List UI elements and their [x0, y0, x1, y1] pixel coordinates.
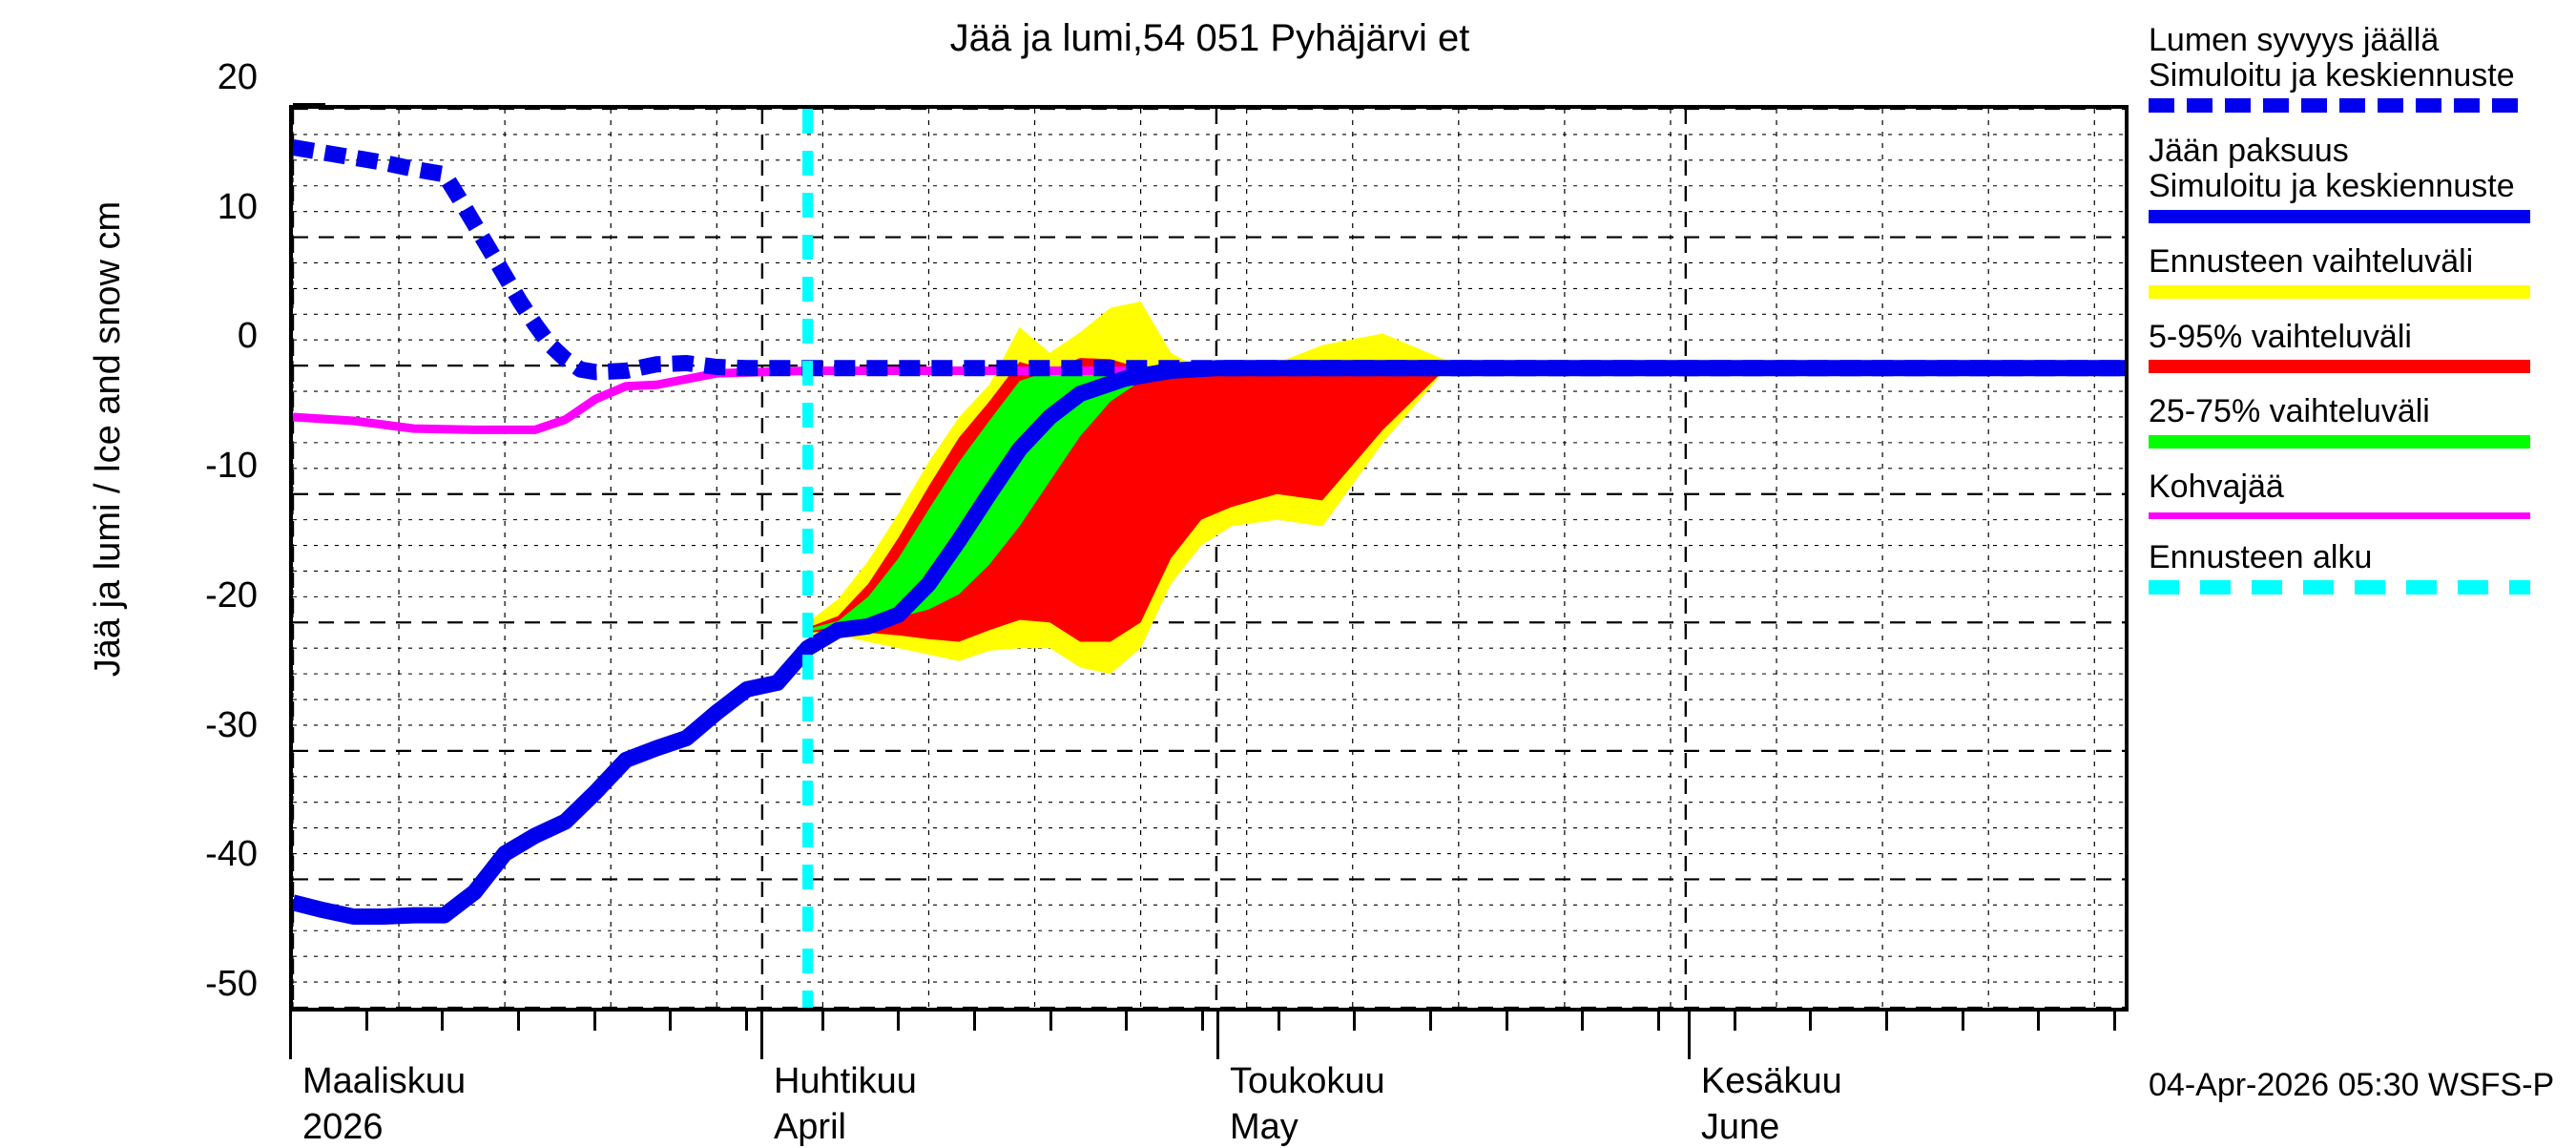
x-axis-tick-minor: [1885, 1012, 1889, 1031]
x-axis-tick-minor: [364, 1012, 368, 1031]
legend-entry-title: 25-75% vaihteluväli: [2149, 393, 2430, 430]
x-axis-tick-major: [289, 1012, 292, 1059]
legend-entry[interactable]: Kohvajää: [2149, 470, 2576, 519]
x-axis-tick-minor: [441, 1012, 445, 1031]
chart-svg: [293, 109, 2125, 1008]
y-axis-tick-label: 0: [237, 316, 258, 357]
x-axis-tick-minor: [745, 1012, 749, 1031]
legend-swatch-thin-magenta: [2149, 511, 2530, 519]
x-axis-tick-major: [1687, 1012, 1691, 1059]
x-axis-tick-label-fi: Kesäkuu: [1700, 1061, 1842, 1101]
x-axis-tick-major: [759, 1012, 763, 1059]
plot-canvas: [293, 109, 2125, 1008]
x-axis-tick-label-en: May: [1229, 1107, 1298, 1147]
y-axis-tick-label: -50: [205, 964, 258, 1004]
legend-entry[interactable]: 25-75% vaihteluväli: [2149, 394, 2576, 449]
x-axis-tick-label-fi: Toukokuu: [1229, 1061, 1385, 1101]
x-axis-tick-minor: [669, 1012, 673, 1031]
series-ice-thickness: [293, 360, 2125, 925]
series-snow-depth: [293, 139, 2125, 381]
plot-area: [289, 105, 2129, 1012]
x-axis-tick-minor: [1353, 1012, 1357, 1031]
legend-entry[interactable]: Jään paksuus Simuloitu ja keskiennuste: [2149, 133, 2576, 223]
legend-swatch-solid-blue: [2149, 209, 2530, 223]
x-axis-tick-minor: [1277, 1012, 1280, 1031]
y-axis-tick-label: 20: [217, 57, 258, 97]
x-axis-tick-minor: [592, 1012, 596, 1031]
legend-entry-title: Kohvajää: [2149, 469, 2284, 506]
legend-entry-title: Ennusteen alku: [2149, 538, 2373, 575]
band-00ff00: [807, 367, 1216, 632]
x-axis-tick-minor: [897, 1012, 901, 1031]
x-axis-tick-minor: [1581, 1012, 1585, 1031]
y-axis-tick-label: 10: [217, 186, 258, 227]
y-axis-tick-label: -30: [205, 704, 258, 745]
legend-entry-title: 5-95% vaihteluväli: [2149, 318, 2412, 355]
y-axis-tick-label: -40: [205, 834, 258, 875]
legend: Lumen syvyys jäällä Simuloitu ja keskienn…: [2149, 23, 2576, 616]
legend-swatch-dashed-cyan: [2149, 580, 2530, 595]
x-axis-tick-label-en: April: [773, 1107, 846, 1147]
page-title: Jää ja lumi,54 051 Pyhäjärvi et: [949, 17, 1470, 59]
x-axis-tick-minor: [1733, 1012, 1736, 1031]
series-kohvajaa: [293, 366, 2125, 434]
legend-entry-title: Jään paksuus: [2149, 133, 2349, 170]
x-axis-tick-minor: [2113, 1012, 2117, 1031]
x-axis-tick-minor: [1505, 1012, 1508, 1031]
footer-stamp: 04-Apr-2026 05:30 WSFS-P: [2149, 1067, 2555, 1103]
legend-swatch-dashed-blue: [2149, 98, 2530, 114]
x-axis-tick-minor: [1201, 1012, 1205, 1031]
x-axis-tick-label-fi: Huhtikuu: [773, 1061, 917, 1101]
x-axis-tick-label-en: June: [1700, 1107, 1780, 1147]
x-axis-tick-minor: [1125, 1012, 1129, 1031]
legend-swatch-solid-red: [2149, 360, 2530, 374]
x-axis-tick-label-en: 2026: [302, 1107, 384, 1147]
legend-entry[interactable]: 5-95% vaihteluväli: [2149, 318, 2576, 374]
x-axis-tick-minor: [1429, 1012, 1433, 1031]
legend-entry[interactable]: Lumen syvyys jäällä Simuloitu ja keskienn…: [2149, 22, 2576, 114]
y-axis-tick-label: -10: [205, 446, 258, 487]
legend-swatch-solid-green: [2149, 435, 2530, 449]
legend-entry-title: Ennusteen vaihteluväli: [2149, 242, 2474, 280]
x-axis-tick-minor: [1809, 1012, 1813, 1031]
legend-swatch-solid-yellow: [2149, 284, 2530, 299]
x-axis-tick-label-fi: Maaliskuu: [302, 1061, 467, 1101]
legend-entry-title: Lumen syvyys jäällä: [2149, 22, 2440, 58]
y-axis-tick-label: -20: [205, 574, 258, 616]
x-axis-tick-minor: [2037, 1012, 2041, 1031]
y-axis-label: Jää ja lumi / Ice and snow cm: [88, 200, 128, 678]
legend-entry[interactable]: Ennusteen vaihteluväli: [2149, 244, 2576, 299]
x-axis-tick-minor: [821, 1012, 824, 1031]
legend-entry-subtitle: Simuloitu ja keskiennuste: [2149, 168, 2515, 205]
x-axis-tick-minor: [517, 1012, 520, 1031]
x-axis-tick-minor: [1049, 1012, 1052, 1031]
x-axis-tick-minor: [973, 1012, 977, 1031]
x-axis-tick-minor: [1657, 1012, 1661, 1031]
legend-entry[interactable]: Ennusteen alku: [2149, 540, 2576, 595]
legend-entry-subtitle: Simuloitu ja keskiennuste: [2149, 56, 2515, 94]
x-axis-tick-major: [1215, 1012, 1219, 1059]
x-axis-tick-minor: [1961, 1012, 1964, 1031]
